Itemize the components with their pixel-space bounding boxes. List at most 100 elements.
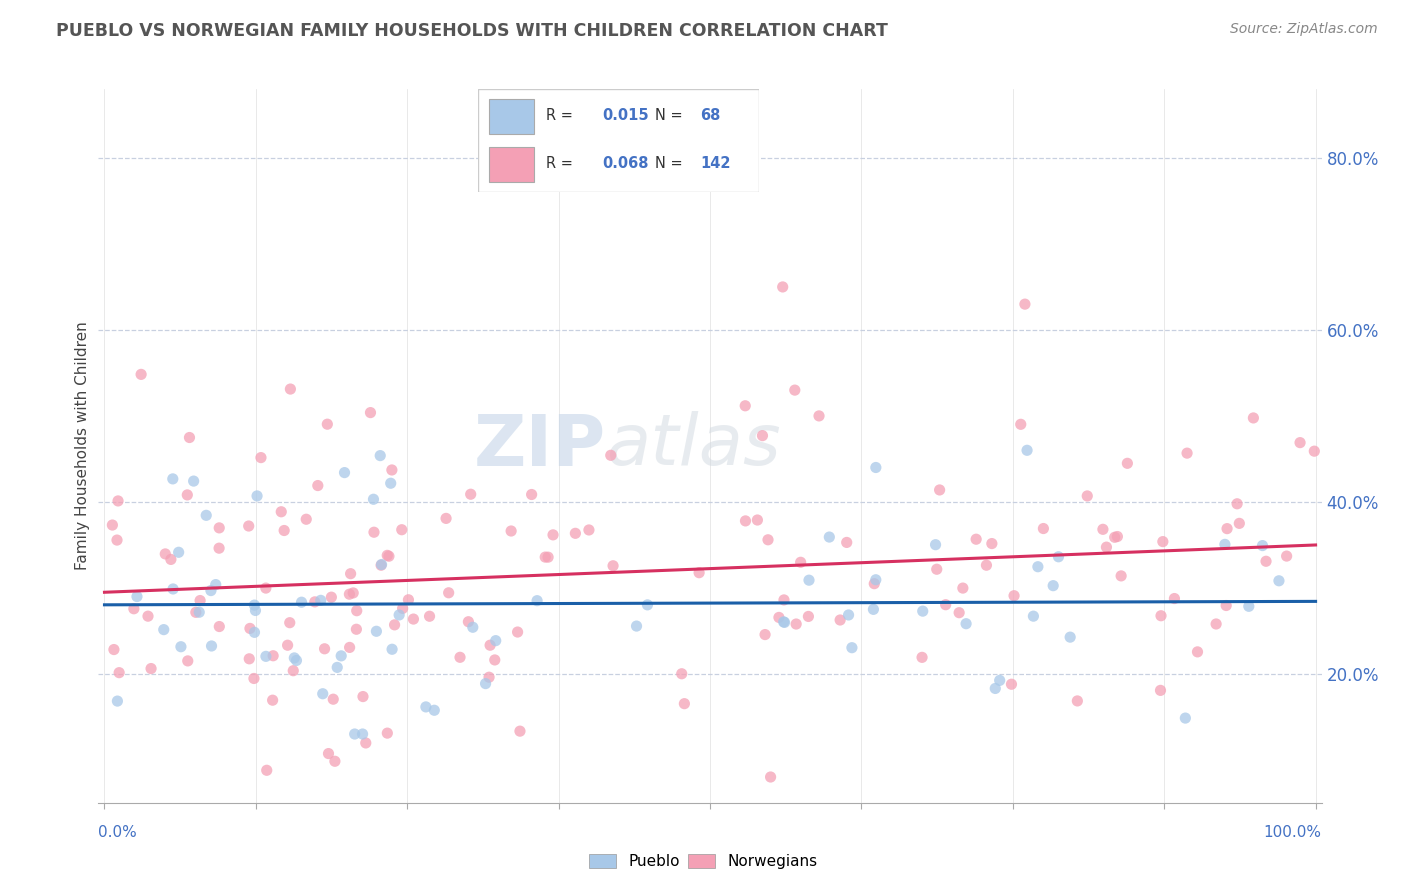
Point (1116, 456, 1139, 470)
Point (295, 512, 318, 526)
FancyBboxPatch shape (489, 146, 534, 181)
Point (125, 590, 148, 604)
Text: 0.068: 0.068 (602, 155, 648, 170)
Point (1149, 683, 1171, 698)
Point (318, 747, 340, 761)
Point (107, 494, 129, 508)
Point (309, 593, 332, 607)
Point (200, 583, 222, 598)
Point (1205, 617, 1227, 632)
Y-axis label: Family Households with Children: Family Households with Children (75, 322, 90, 570)
Point (304, 595, 326, 609)
Point (243, 672, 266, 686)
Point (460, 487, 482, 501)
Text: 68: 68 (700, 108, 720, 123)
Point (541, 528, 564, 542)
Point (1042, 579, 1064, 593)
Point (935, 598, 957, 612)
Point (1216, 522, 1239, 536)
Point (368, 449, 391, 463)
Point (366, 624, 388, 639)
Point (520, 487, 543, 501)
Point (1076, 489, 1098, 503)
Point (457, 615, 479, 629)
Point (1275, 549, 1298, 563)
Point (270, 505, 292, 519)
Point (312, 687, 335, 701)
Point (484, 653, 506, 667)
Point (911, 650, 934, 665)
Point (204, 577, 226, 591)
Point (339, 640, 361, 655)
Point (1174, 711, 1197, 725)
Point (479, 638, 502, 652)
Point (177, 654, 200, 668)
Point (1254, 554, 1277, 568)
Point (1104, 530, 1126, 544)
Point (380, 476, 402, 491)
Point (948, 606, 970, 620)
Point (139, 662, 162, 676)
Point (965, 532, 987, 546)
Point (208, 541, 231, 556)
Point (841, 640, 863, 655)
Point (183, 474, 205, 488)
Point (1010, 417, 1032, 432)
Point (354, 736, 377, 750)
Text: R =: R = (546, 108, 576, 123)
Point (1014, 297, 1036, 311)
Point (105, 533, 128, 547)
Point (578, 523, 600, 537)
Point (391, 601, 413, 615)
Text: 100.0%: 100.0% (1264, 825, 1322, 840)
Point (564, 526, 586, 541)
Point (501, 524, 523, 538)
Point (384, 618, 406, 632)
Point (415, 699, 437, 714)
Point (808, 409, 831, 423)
Point (359, 406, 381, 420)
Point (370, 558, 392, 573)
Text: ZIP: ZIP (474, 411, 606, 481)
Point (835, 535, 858, 549)
FancyBboxPatch shape (478, 89, 759, 192)
Point (437, 586, 460, 600)
Point (485, 633, 508, 648)
Point (352, 727, 374, 741)
Point (818, 530, 841, 544)
Point (103, 642, 125, 657)
Point (277, 638, 299, 652)
Point (129, 368, 152, 382)
Point (162, 582, 184, 596)
Point (375, 549, 398, 563)
Point (101, 518, 124, 533)
Point (768, 610, 790, 624)
Point (136, 609, 159, 624)
Point (254, 649, 277, 664)
Point (179, 430, 201, 444)
Point (1095, 540, 1118, 554)
Text: N =: N = (655, 108, 688, 123)
Point (381, 463, 404, 477)
Point (316, 417, 339, 432)
Point (184, 605, 207, 619)
Point (262, 648, 284, 663)
Point (262, 693, 284, 707)
Point (747, 513, 769, 527)
Point (170, 640, 193, 654)
Point (363, 492, 385, 507)
Point (1026, 559, 1049, 574)
Point (773, 615, 796, 630)
Point (863, 576, 886, 591)
Point (478, 670, 501, 684)
Point (108, 665, 131, 680)
Point (245, 603, 267, 617)
Point (195, 508, 218, 523)
Point (330, 648, 353, 663)
Point (789, 555, 811, 569)
Point (208, 619, 231, 633)
Point (375, 726, 398, 740)
Point (1175, 446, 1198, 460)
Point (167, 545, 190, 559)
Point (1002, 589, 1025, 603)
